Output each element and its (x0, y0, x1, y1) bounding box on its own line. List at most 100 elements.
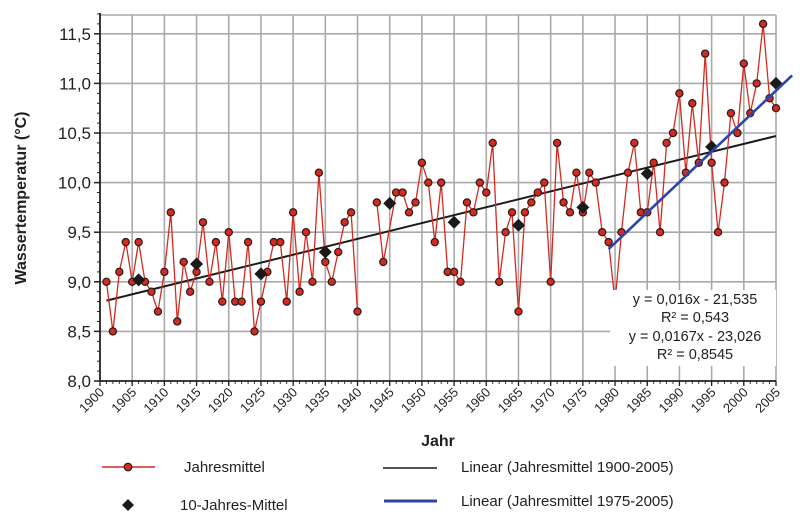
x-tick-label: 1950 (398, 385, 429, 416)
jahresmittel-point (404, 208, 414, 217)
x-tick-label: 1955 (430, 385, 461, 416)
decadal-mean-point (511, 218, 525, 232)
jahresmittel-point (700, 49, 710, 58)
equation-1: y = 0,016x - 21,535 (633, 292, 758, 308)
y-tick-label: 10,5 (58, 124, 91, 143)
jahresmittel-point (456, 277, 465, 286)
jahresmittel-point (572, 168, 581, 177)
decadal-mean-point (190, 257, 204, 271)
x-tick-label: 1965 (495, 385, 526, 416)
legend: Jahresmittel 10-Jahres-Mittel Linear (Ja… (102, 459, 674, 514)
jahresmittel-point (411, 198, 420, 207)
jahresmittel-point (250, 327, 259, 336)
jahresmittel-point (218, 297, 227, 306)
jahresmittel-point (713, 227, 723, 237)
decadal-mean-point (640, 167, 654, 181)
r-squared-1: R² = 0,543 (661, 310, 729, 326)
axes (94, 13, 777, 386)
x-tick-label: 1960 (462, 385, 493, 416)
jahresmittel-point (417, 158, 427, 167)
y-tick-label: 9,5 (67, 223, 91, 242)
jahresmittel-point (102, 277, 111, 286)
x-tick-label: 1995 (688, 385, 719, 416)
y-tick-label: 8,5 (67, 322, 91, 341)
jahresmittel-point (675, 89, 684, 98)
jahresmittel-point (224, 227, 233, 237)
jahresmittel-point (482, 188, 491, 197)
jahresmittel-point (327, 277, 336, 286)
jahresmittel-point (514, 307, 523, 316)
jahresmittel-point (752, 79, 761, 88)
jahresmittel-point (346, 208, 356, 217)
y-axis-title: Wassertemperatur (°C) (13, 112, 30, 285)
jahresmittel-point (488, 138, 497, 148)
decadal-mean-point (318, 245, 332, 259)
legend-marker-jahresmittel (123, 462, 133, 472)
legend-item-jahresmittel: Jahresmittel (102, 459, 265, 476)
legend-marker-10-jahres-mittel (122, 499, 134, 511)
jahresmittel-point (211, 237, 221, 247)
y-tick-label: 11,5 (59, 25, 91, 44)
equation-2: y = 0,0167x - 23,026 (629, 329, 762, 345)
jahresmittel-point (308, 277, 317, 286)
x-tick-label: 1990 (655, 385, 686, 416)
x-tick-label: 1985 (623, 385, 654, 416)
decadal-mean-point (383, 196, 397, 210)
x-tick-label: 1905 (108, 385, 139, 416)
jahresmittel-point (559, 198, 568, 207)
jahresmittel-point (301, 227, 311, 237)
jahresmittel-point (604, 237, 613, 247)
jahresmittel-point (527, 198, 536, 207)
jahresmittel-point (597, 227, 607, 237)
jahresmittel-point (340, 218, 349, 227)
jahresmittel-point (115, 267, 124, 277)
jahresmittel-point (655, 227, 665, 237)
jahresmittel-point (173, 317, 182, 326)
x-tick-label: 1940 (334, 385, 365, 416)
legend-label-jahresmittel: Jahresmittel (184, 459, 265, 476)
jahresmittel-point (153, 307, 163, 316)
jahresmittel-point (585, 168, 594, 177)
jahresmittel-point (726, 108, 736, 118)
trendline-1975-2005 (607, 74, 793, 251)
x-tick-label: 1970 (527, 385, 558, 416)
x-tick-label: 1920 (205, 385, 236, 416)
jahresmittel-point (198, 218, 208, 227)
x-tick-label: 2005 (752, 385, 783, 416)
jahresmittel-point (256, 297, 266, 306)
trendline-1900-2005 (106, 135, 777, 302)
jahresmittel-point (276, 237, 285, 247)
series-10-jahres-mittel (132, 76, 783, 287)
jahresmittel-point (469, 208, 478, 217)
jahresmittel-point (649, 158, 658, 167)
jahresmittel-point (662, 138, 671, 148)
jahresmittel-point (437, 178, 446, 187)
jahresmittel-point (707, 158, 716, 167)
trendline-1900-2005-line (106, 135, 777, 302)
jahresmittel-point (288, 208, 298, 217)
jahresmittel-point (533, 188, 542, 197)
jahresmittel-point (449, 267, 459, 277)
jahresmittel-point (739, 59, 749, 68)
legend-item-linear-1975-2005: Linear (Jahresmittel 1975-2005) (384, 493, 674, 510)
jahresmittel-point (430, 237, 439, 247)
jahresmittel-point (295, 287, 304, 296)
jahresmittel-point (314, 168, 324, 177)
x-tick-label: 1925 (237, 385, 268, 416)
legend-item-10-jahres-mittel: 10-Jahres-Mittel (122, 497, 288, 514)
jahresmittel-point (166, 208, 176, 217)
jahresmittel-point (108, 327, 118, 336)
series-jahresmittel (102, 19, 781, 336)
jahresmittel-point (668, 128, 678, 138)
jahresmittel-point (758, 19, 768, 29)
y-tick-label: 8,0 (67, 372, 91, 391)
x-tick-label: 1975 (559, 385, 590, 416)
jahresmittel-point (720, 178, 729, 187)
jahresmittel-point (552, 138, 562, 148)
y-tick-label: 9,0 (67, 273, 91, 292)
jahresmittel-point (237, 297, 246, 306)
y-tick-labels: 8,0 8,5 9,0 9,5 10,0 10,5 11,0 11,5 (58, 25, 91, 391)
legend-label-linear-1900-2005: Linear (Jahresmittel 1900-2005) (461, 459, 674, 476)
jahresmittel-point (462, 198, 472, 207)
jahresmittel-point (379, 257, 388, 267)
